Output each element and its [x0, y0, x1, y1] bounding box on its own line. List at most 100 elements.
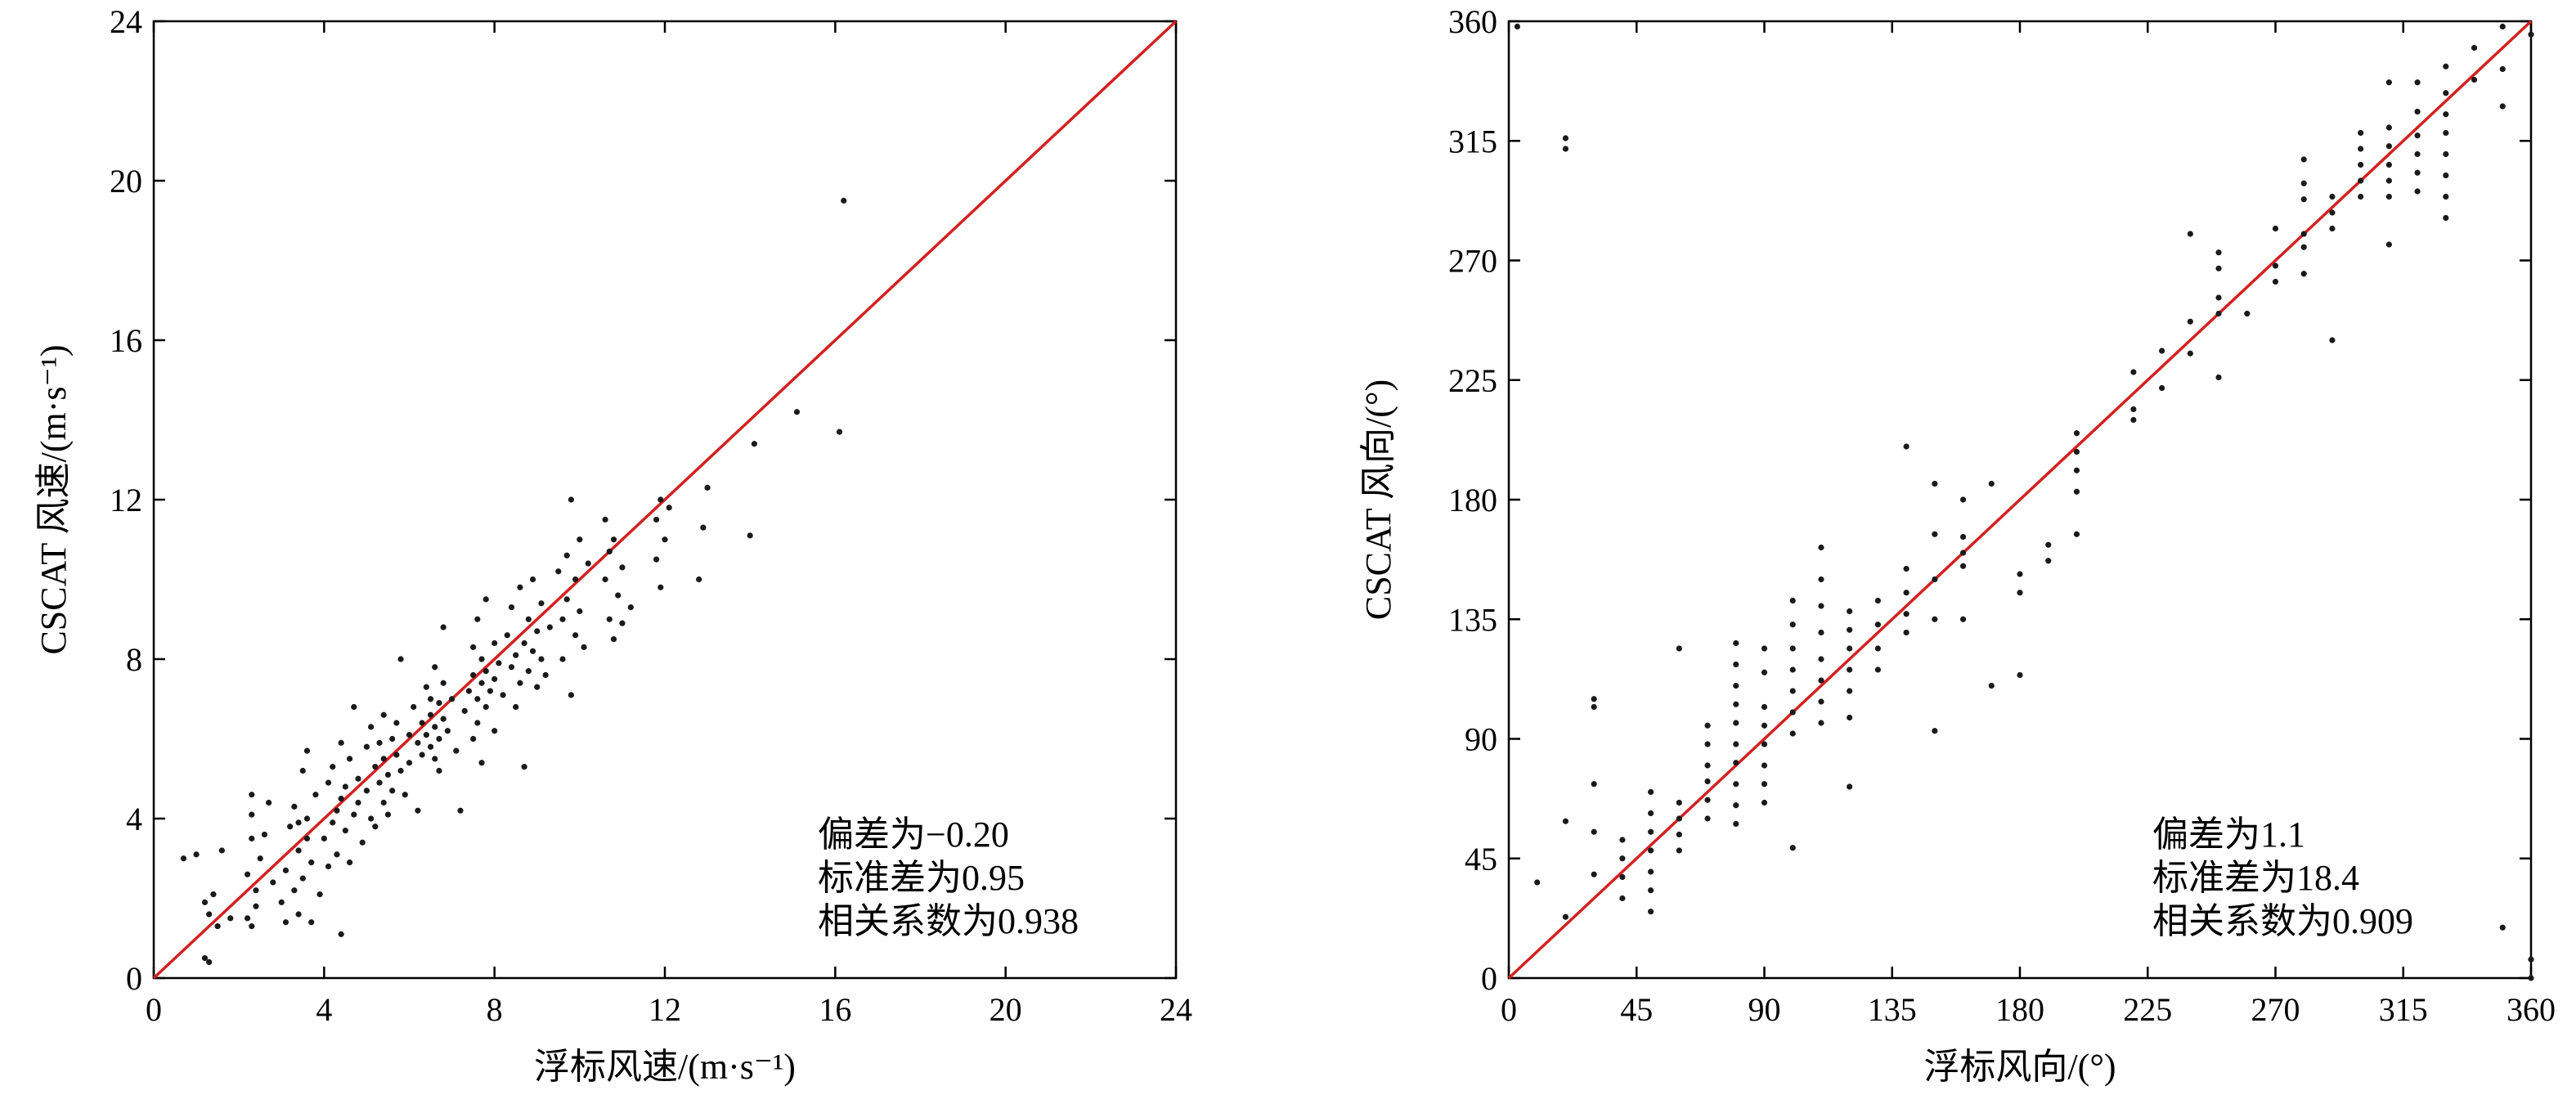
data-point [841, 197, 847, 204]
data-point [1959, 533, 1967, 541]
data-point [1733, 781, 1739, 788]
data-point [1704, 815, 1711, 822]
data-point [1591, 781, 1597, 788]
data-point [2358, 146, 2364, 152]
data-point [2187, 350, 2193, 357]
data-point [1761, 762, 1768, 769]
data-point [1619, 855, 1626, 862]
data-point [525, 668, 532, 675]
y-tick-label: 315 [1448, 123, 1497, 159]
data-point [657, 496, 664, 503]
data-point [2159, 348, 2165, 354]
data-point [508, 604, 515, 611]
y-tick-label: 225 [1448, 362, 1497, 399]
data-point [2244, 310, 2251, 317]
data-point [227, 915, 234, 922]
data-point [2385, 143, 2392, 150]
y-tick-label: 12 [110, 482, 142, 518]
data-point [1818, 629, 1824, 636]
y-tick-label: 180 [1448, 482, 1497, 518]
data-point [521, 764, 527, 770]
data-point [376, 779, 383, 786]
data-point [406, 760, 413, 766]
x-tick-label: 135 [1868, 991, 1917, 1028]
data-point [2443, 214, 2449, 222]
y-tick-label: 90 [1465, 721, 1497, 758]
data-point [1704, 762, 1711, 769]
data-point [2073, 488, 2080, 495]
data-point [1648, 887, 1654, 894]
data-point [2443, 90, 2449, 96]
data-point [457, 807, 464, 814]
data-point [606, 616, 613, 622]
data-point [193, 851, 200, 858]
data-point [308, 919, 315, 926]
data-point [1761, 722, 1768, 729]
data-point [282, 919, 289, 926]
data-point [657, 584, 664, 590]
data-point [338, 931, 344, 937]
y-tick-label: 270 [1448, 243, 1497, 280]
data-point [278, 899, 285, 905]
data-point [2471, 76, 2478, 83]
data-point [517, 680, 523, 686]
data-point [606, 548, 613, 554]
data-point [559, 656, 566, 662]
data-point [1648, 828, 1654, 835]
y-axis-title: CSCAT 风速/(m·s⁻¹) [34, 344, 74, 654]
data-point [334, 851, 340, 858]
data-point [610, 636, 617, 643]
data-point [448, 696, 456, 702]
y-tick-label: 45 [1465, 841, 1497, 877]
data-point [1847, 688, 1853, 694]
data-point [2187, 318, 2193, 325]
data-point [1761, 781, 1768, 788]
data-point [432, 724, 438, 730]
data-point [1789, 709, 1796, 716]
x-tick-label: 0 [146, 991, 162, 1028]
data-point [266, 799, 272, 806]
data-point [2443, 63, 2449, 70]
data-point [303, 835, 311, 841]
data-point [1562, 146, 1569, 152]
data-point [1761, 669, 1768, 675]
data-point [1619, 895, 1626, 902]
std-annotation: 标准差为18.4 [2152, 858, 2359, 898]
y-tick-label: 4 [126, 801, 142, 837]
data-point [2443, 111, 2449, 118]
data-point [2528, 31, 2534, 38]
data-point [423, 732, 429, 738]
correlation-annotation: 相关系数为0.938 [818, 901, 1079, 941]
data-point [2073, 430, 2080, 437]
x-tick-label: 270 [2251, 991, 2300, 1028]
data-point [461, 707, 468, 714]
data-point [1733, 802, 1739, 809]
data-point [491, 675, 498, 682]
data-point [662, 536, 668, 543]
data-point [572, 576, 579, 583]
data-point [2329, 337, 2336, 343]
data-point [432, 756, 438, 762]
data-point [2443, 172, 2449, 179]
data-point [321, 835, 327, 841]
data-point [440, 680, 447, 686]
data-point [2187, 231, 2193, 237]
data-point [1733, 701, 1739, 707]
data-point [287, 823, 294, 830]
data-point [1562, 135, 1569, 141]
data-point [1648, 868, 1654, 875]
data-point [1874, 622, 1881, 628]
data-point [218, 847, 225, 854]
data-point [2130, 406, 2137, 413]
data-point [500, 692, 506, 698]
data-point [427, 711, 434, 718]
data-point [491, 728, 498, 734]
data-point [2300, 180, 2307, 186]
y-tick-label: 16 [110, 322, 142, 359]
data-point [2385, 124, 2392, 131]
data-point [478, 656, 485, 662]
data-point [2329, 225, 2336, 232]
data-point [380, 711, 387, 718]
data-point [355, 775, 361, 782]
